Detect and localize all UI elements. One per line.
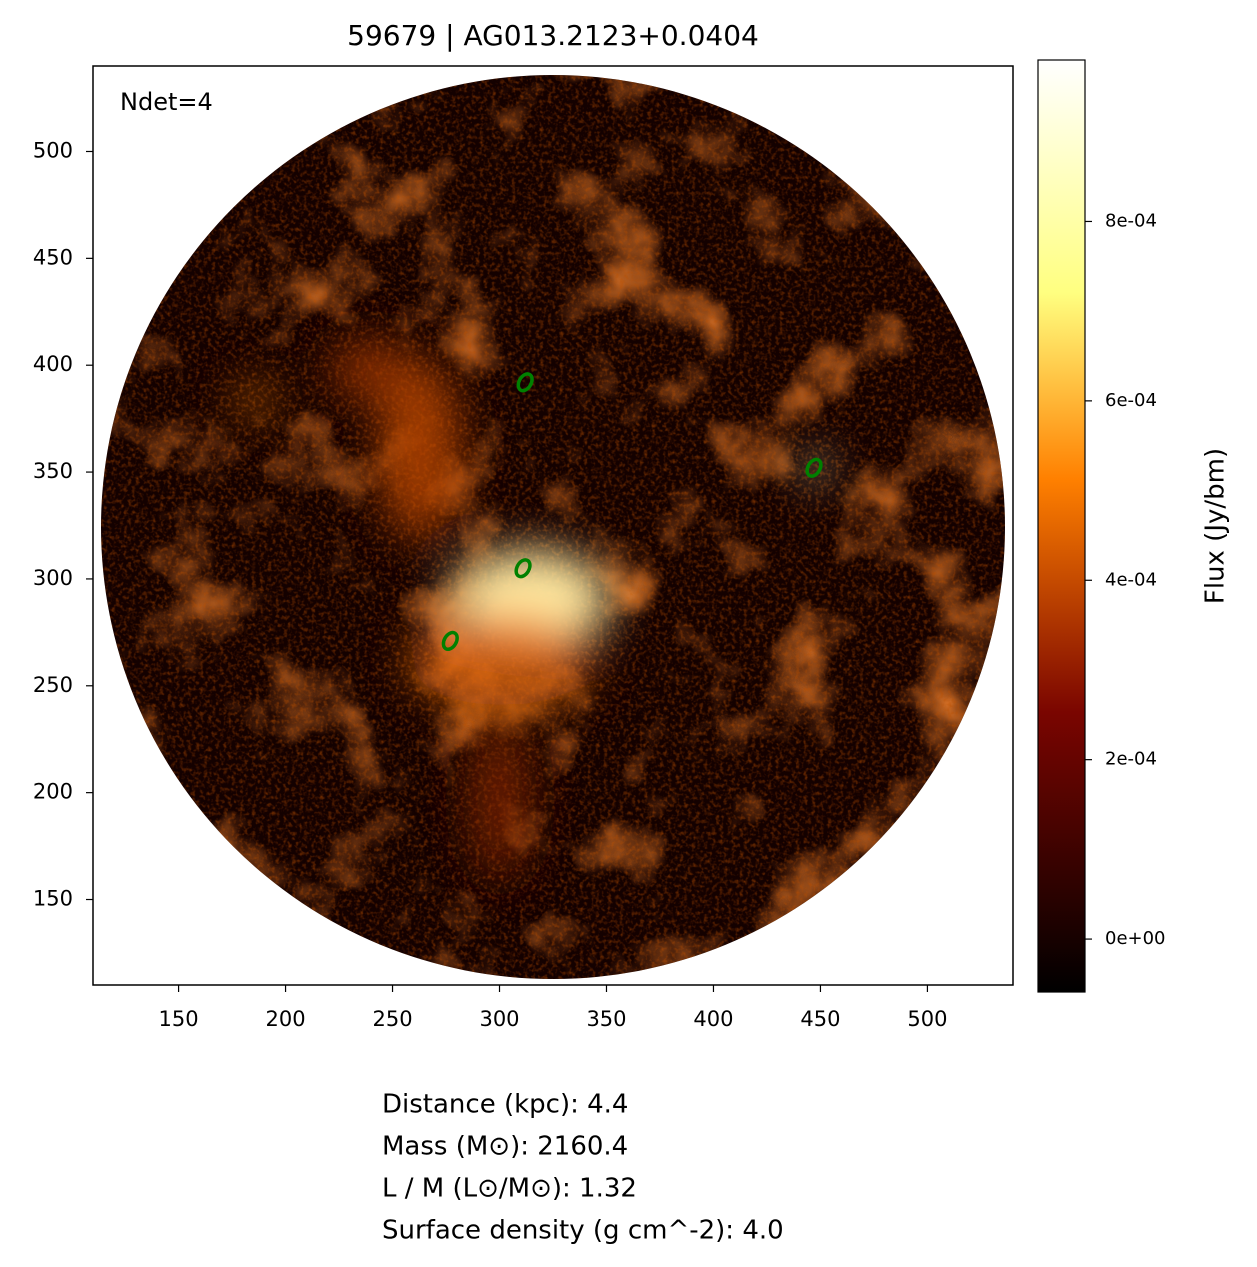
detection bbox=[514, 558, 532, 579]
x-tick-label: 300 bbox=[479, 1007, 519, 1031]
x-tick-label: 150 bbox=[159, 1007, 199, 1031]
info-line: L / M (L⊙/M⊙): 1.32 bbox=[382, 1174, 637, 1204]
detection bbox=[441, 630, 459, 652]
emission bbox=[235, 340, 827, 880]
y-tick-label: 350 bbox=[33, 459, 73, 483]
y-tick-label: 150 bbox=[33, 887, 73, 911]
detection bbox=[516, 372, 534, 393]
info-line: Mass (M⊙): 2160.4 bbox=[382, 1132, 628, 1162]
y-tick-label: 250 bbox=[33, 673, 73, 697]
x-tick-label: 500 bbox=[907, 1007, 947, 1031]
annotation: Ndet=4 bbox=[120, 88, 213, 116]
colorbar-tick-label: 2e-04 bbox=[1105, 749, 1157, 770]
colorbar bbox=[1037, 59, 1086, 993]
plot-frame bbox=[92, 65, 1014, 986]
colorbar-label: Flux (Jy/bm) bbox=[1201, 448, 1231, 604]
y-tick-label: 200 bbox=[33, 780, 73, 804]
x-tick-label: 250 bbox=[372, 1007, 412, 1031]
image-grain bbox=[101, 75, 1005, 979]
y-tick-label: 400 bbox=[33, 352, 73, 376]
y-tick-label: 450 bbox=[33, 245, 73, 269]
y-tick-label: 300 bbox=[33, 566, 73, 590]
info-line: Surface density (g cm^-2): 4.0 bbox=[382, 1216, 784, 1246]
x-tick-label: 200 bbox=[266, 1007, 306, 1031]
image bbox=[101, 75, 1005, 979]
colorbar-tick-label: 6e-04 bbox=[1105, 390, 1157, 411]
x-tick-label: 450 bbox=[800, 1007, 840, 1031]
y-tick-label: 500 bbox=[33, 138, 73, 162]
colorbar-tick-label: 0e+00 bbox=[1105, 928, 1166, 949]
info-line: Distance (kpc): 4.4 bbox=[382, 1090, 628, 1120]
x-tick-label: 400 bbox=[693, 1007, 733, 1031]
x-tick-label: 350 bbox=[586, 1007, 626, 1031]
colorbar-tick-label: 8e-04 bbox=[1105, 210, 1157, 231]
chart-title: 59679 | AG013.2123+0.0404 bbox=[347, 19, 759, 52]
colorbar-tick-label: 4e-04 bbox=[1105, 569, 1157, 590]
detection bbox=[805, 457, 823, 478]
